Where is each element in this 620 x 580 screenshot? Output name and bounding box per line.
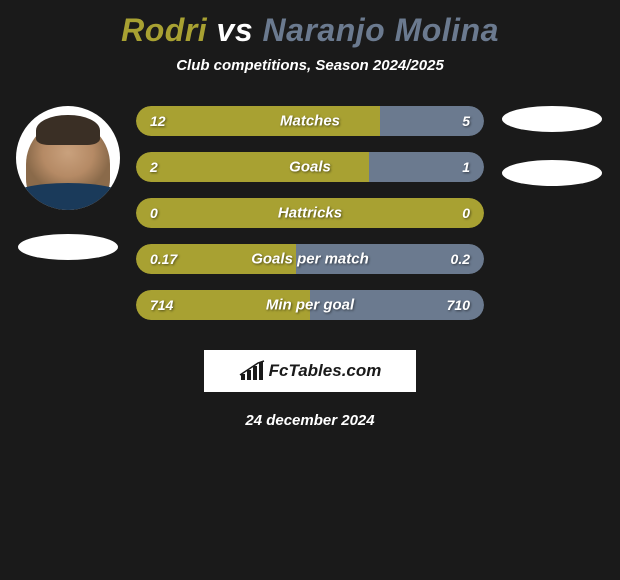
- logo-text: FcTables.com: [269, 361, 382, 381]
- stat-row: 0.17 0.2 Goals per match: [136, 244, 484, 274]
- player1-column: [8, 106, 128, 336]
- stat-value-right: 5: [462, 113, 470, 129]
- logo-box: FcTables.com: [204, 350, 416, 392]
- stat-value-left: 0.17: [150, 251, 177, 267]
- chart-bars-icon: [239, 360, 265, 382]
- stat-label: Goals per match: [251, 251, 369, 268]
- comparison-infographic: Rodri vs Naranjo Molina Club competition…: [0, 0, 620, 580]
- stat-value-right: 710: [447, 297, 470, 313]
- stat-bar-left: [136, 152, 369, 182]
- stat-row: 12 5 Matches: [136, 106, 484, 136]
- stat-value-left: 12: [150, 113, 166, 129]
- stat-label: Hattricks: [278, 205, 342, 222]
- vs-text: vs: [217, 12, 254, 48]
- player2-name: Naranjo Molina: [263, 12, 499, 48]
- stat-value-right: 0.2: [451, 251, 470, 267]
- stat-label: Matches: [280, 113, 340, 130]
- stat-value-left: 2: [150, 159, 158, 175]
- main-area: 12 5 Matches 2 1 Goals 0 0 Hattricks 0.17 0.2 Goals…: [0, 106, 620, 336]
- player2-column: [492, 106, 612, 336]
- stat-row: 0 0 Hattricks: [136, 198, 484, 228]
- stats-column: 12 5 Matches 2 1 Goals 0 0 Hattricks 0.17 0.2 Goals…: [128, 106, 492, 336]
- player1-avatar: [16, 106, 120, 210]
- player2-badge-2: [502, 160, 602, 186]
- stat-bar-left: [136, 106, 380, 136]
- player2-badge-1: [502, 106, 602, 132]
- player1-badge: [18, 234, 118, 260]
- stat-value-left: 714: [150, 297, 173, 313]
- stat-value-left: 0: [150, 205, 158, 221]
- stat-row: 2 1 Goals: [136, 152, 484, 182]
- player1-name: Rodri: [121, 12, 207, 48]
- stat-value-right: 1: [462, 159, 470, 175]
- stat-row: 714 710 Min per goal: [136, 290, 484, 320]
- stat-value-right: 0: [462, 205, 470, 221]
- page-title: Rodri vs Naranjo Molina: [0, 0, 620, 49]
- date-text: 24 december 2024: [0, 412, 620, 429]
- avatar-face-icon: [26, 122, 109, 210]
- stat-label: Min per goal: [266, 297, 354, 314]
- subtitle: Club competitions, Season 2024/2025: [0, 57, 620, 74]
- stat-label: Goals: [289, 159, 331, 176]
